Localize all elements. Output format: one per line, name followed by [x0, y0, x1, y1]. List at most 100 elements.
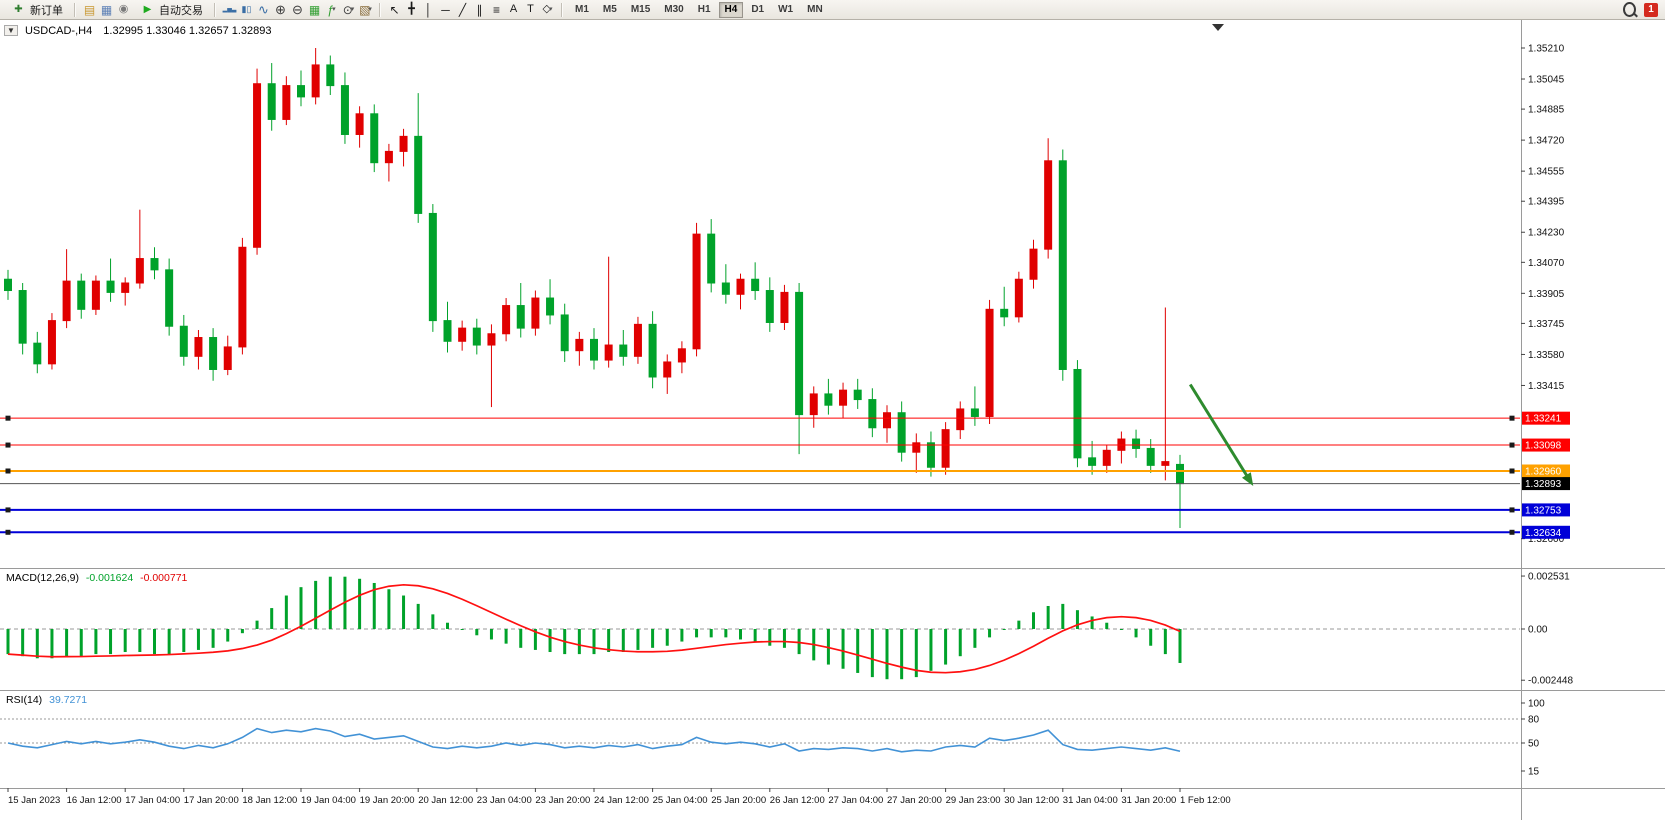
candle-body: [91, 280, 100, 310]
timeframe-button-m1[interactable]: M1: [575, 3, 589, 15]
macd-bar: [21, 629, 25, 657]
chevron-down-icon: ▾: [548, 6, 553, 13]
price-axis-label: 1.35210: [1528, 44, 1565, 55]
arrow-annotation-head[interactable]: [1241, 472, 1254, 487]
macd-bar: [1119, 629, 1123, 630]
trendline-icon[interactable]: ╱: [454, 1, 471, 18]
macd-bar: [724, 629, 728, 638]
candle-body: [736, 278, 745, 295]
notification-badge[interactable]: 1: [1644, 2, 1658, 17]
candle-body: [721, 282, 730, 295]
line-selection-handle[interactable]: [1509, 415, 1515, 421]
macd-bar: [1061, 603, 1065, 629]
fibonacci-icon[interactable]: ≡: [488, 1, 505, 18]
vertical-line-icon[interactable]: │: [420, 1, 437, 18]
line-selection-handle[interactable]: [5, 529, 11, 535]
price-axis[interactable]: 1.35210 1.35045 1.34885 1.34720 1.34555 1.343…: [1521, 44, 1565, 546]
candle-body: [267, 83, 276, 120]
price-badge: [1522, 411, 1570, 425]
new-chart-icon[interactable]: ▤: [81, 1, 98, 18]
candle-body: [209, 337, 218, 370]
zoom-out-icon[interactable]: ⊖: [289, 1, 306, 18]
chevron-down-icon: ▾: [368, 6, 372, 13]
macd-bar: [1046, 605, 1050, 629]
candle-body: [985, 308, 994, 417]
time-axis-label: 25 Jan 04:00: [653, 795, 708, 806]
indicators-icon[interactable]: ƒ ▾: [323, 1, 340, 18]
macd-bar: [489, 629, 493, 640]
tile-windows-icon[interactable]: ▦: [306, 1, 323, 18]
candle-body: [443, 320, 452, 342]
horizontal-line-icon[interactable]: ─: [437, 1, 454, 18]
toolbar-draw-icons: ↖ ╋ │ ─ ╱ ∥ ≡ A T ◇ ▾: [386, 1, 556, 18]
macd-bar: [988, 629, 992, 638]
text-icon[interactable]: A: [505, 1, 522, 18]
new-order-button[interactable]: ✚ 新订单: [4, 0, 69, 19]
zoom-in-icon[interactable]: ⊕: [272, 1, 289, 18]
profiles-icon[interactable]: ▦: [98, 1, 115, 18]
macd-bar: [607, 629, 611, 653]
line-chart-icon[interactable]: ∿: [255, 1, 272, 18]
signals-icon[interactable]: ◉: [115, 1, 132, 18]
line-selection-handle[interactable]: [1509, 507, 1515, 513]
autotrading-button[interactable]: ▶ 自动交易: [133, 0, 209, 19]
candle-body: [883, 412, 891, 429]
price-axis-label: 1.34885: [1528, 105, 1565, 116]
line-selection-handle[interactable]: [1509, 442, 1515, 448]
macd-bar: [504, 629, 508, 644]
timeframe-button-h1[interactable]: H1: [697, 3, 711, 15]
candlestick-chart-icon[interactable]: ▮▯: [238, 1, 255, 18]
timeframe-button-m15[interactable]: M15: [630, 3, 651, 15]
time-axis[interactable]: 15 Jan 2023 16 Jan 12:00 17 Jan 04:00 17 Ja…: [7, 788, 1231, 806]
macd-bar: [79, 629, 83, 657]
chart-shift-marker-icon[interactable]: [1212, 24, 1224, 31]
candle-body: [1132, 438, 1141, 449]
chart-collapse-icon[interactable]: ▼: [4, 25, 18, 36]
time-axis-label: 29 Jan 23:00: [946, 795, 1001, 806]
timeframe-button-w1[interactable]: W1: [778, 3, 794, 15]
time-axis-label: 30 Jan 12:00: [1004, 795, 1059, 806]
line-selection-handle[interactable]: [5, 468, 11, 474]
templates-icon[interactable]: ▧ ▾: [357, 1, 374, 18]
candle-body: [238, 246, 247, 348]
line-selection-handle[interactable]: [5, 442, 11, 448]
crosshair-icon[interactable]: ╋: [403, 1, 420, 18]
line-selection-handle[interactable]: [5, 507, 11, 513]
cursor-icon: ↖: [389, 2, 400, 17]
timeframe-button-h4[interactable]: H4: [718, 1, 744, 18]
shapes-icon[interactable]: ◇ ▾: [539, 1, 556, 18]
macd-bar: [1075, 610, 1079, 629]
periods-icon[interactable]: ⊙ ▾: [340, 1, 357, 18]
text-label-icon[interactable]: T: [522, 1, 539, 18]
equidistant-channel-icon[interactable]: ∥: [471, 1, 488, 18]
cursor-icon[interactable]: ↖: [386, 1, 403, 18]
macd-bar: [328, 576, 332, 629]
macd-bar: [592, 629, 596, 655]
candle-body: [604, 344, 613, 361]
bar-chart-icon[interactable]: ▂▅▃: [221, 1, 238, 18]
fibonacci-icon: ≡: [492, 2, 500, 17]
candle-body: [165, 269, 174, 327]
candle-body: [18, 290, 27, 344]
search-icon[interactable]: [1623, 1, 1640, 18]
line-selection-handle[interactable]: [1509, 468, 1515, 474]
price-axis-label: 1.34395: [1528, 197, 1565, 208]
timeframe-button-m5[interactable]: M5: [602, 3, 617, 15]
candle-body: [560, 314, 569, 352]
arrow-annotation[interactable]: [1188, 383, 1251, 481]
time-axis-label: 24 Jan 12:00: [594, 795, 649, 806]
line-selection-handle[interactable]: [5, 415, 11, 421]
equidistant-channel-icon: ∥: [476, 2, 483, 17]
timeframe-button-m30[interactable]: M30: [664, 3, 684, 15]
toolbar-separator: [379, 2, 381, 17]
macd-bar: [226, 629, 230, 642]
candles-layer: [4, 48, 1184, 528]
line-selection-handle[interactable]: [1509, 529, 1515, 535]
candle-body: [253, 83, 262, 248]
price-badge-label: 1.33098: [1525, 441, 1562, 452]
timeframe-toolbar: M1 M5 M15 M30 H1 H4 D1 W1 MN: [568, 1, 830, 18]
timeframe-button-d1[interactable]: D1: [751, 3, 765, 15]
timeframe-button-mn[interactable]: MN: [807, 3, 823, 15]
macd-name: MACD(12,26,9): [6, 572, 79, 584]
